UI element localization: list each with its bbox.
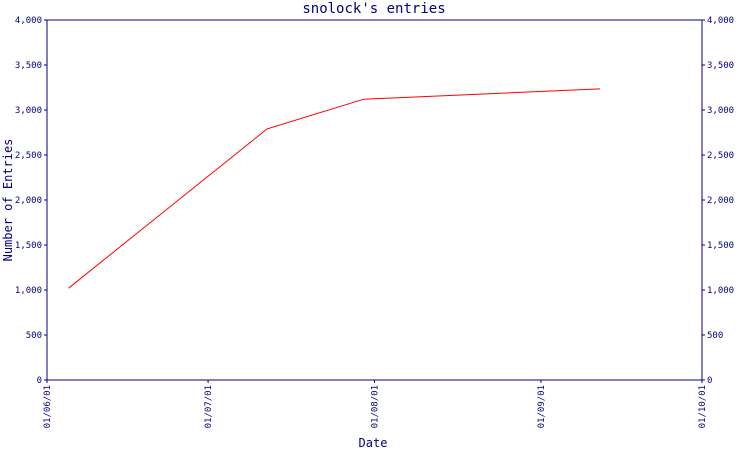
x-tick-label: 01/10/01 [698, 385, 708, 428]
x-tick-label: 01/07/01 [204, 385, 214, 428]
x-tick-label: 01/06/01 [43, 385, 53, 428]
y-tick-label-left: 1,500 [15, 241, 42, 251]
x-axis-title: Date [359, 436, 388, 450]
y-axis-right: 0 500 1,000 1,500 2,000 2,500 3,000 3,500 4,000 [702, 16, 734, 386]
series-line [68, 88, 601, 289]
plot-area [46, 19, 703, 381]
y-tick-label-left: 2,000 [15, 196, 42, 206]
y-tick-label-right: 500 [707, 331, 723, 341]
y-tick-label-right: 1,000 [707, 286, 734, 296]
y-axis-title: Number of Entries [1, 139, 15, 262]
chart-title: snolock's entries [302, 1, 445, 17]
y-tick-label-left: 3,500 [15, 61, 42, 71]
series-layer [68, 88, 601, 289]
x-axis: 01/06/01 01/07/01 01/08/01 01/09/01 01/10/01 [43, 380, 708, 428]
y-tick-label-right: 3,000 [707, 106, 734, 116]
y-tick-label-right: 4,000 [707, 16, 734, 26]
y-tick-label-left: 3,000 [15, 106, 42, 116]
y-axis-left: 0 500 1,000 1,500 2,000 2,500 3,000 3,500 4,000 [15, 16, 47, 386]
x-tick-label: 01/09/01 [537, 385, 547, 428]
y-tick-label-right: 2,500 [707, 151, 734, 161]
y-tick-label-left: 4,000 [15, 16, 42, 26]
y-tick-label-right: 3,500 [707, 61, 734, 71]
y-tick-label-left: 1,000 [15, 286, 42, 296]
y-tick-label-left: 0 [37, 376, 42, 386]
y-tick-label-left: 2,500 [15, 151, 42, 161]
x-tick-label: 01/08/01 [371, 385, 381, 428]
y-tick-label-right: 1,500 [707, 241, 734, 251]
y-tick-label-left: 500 [26, 331, 42, 341]
y-tick-label-right: 2,000 [707, 196, 734, 206]
y-tick-label-right: 0 [707, 376, 712, 386]
